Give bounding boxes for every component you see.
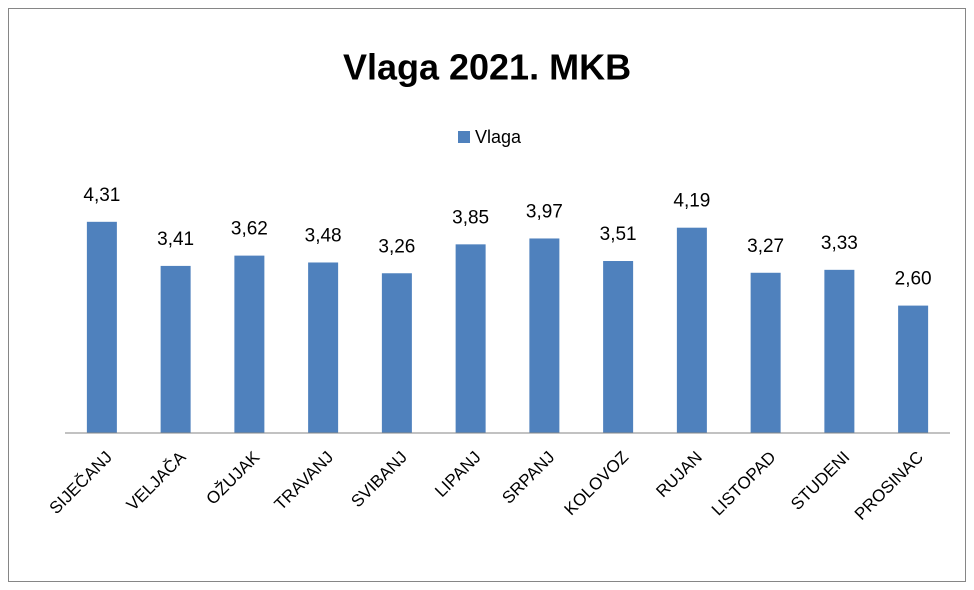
data-label: 2,60 bbox=[895, 269, 932, 290]
legend-label: Vlaga bbox=[475, 127, 522, 147]
chart-title: Vlaga 2021. MKB bbox=[343, 47, 631, 88]
data-label: 3,33 bbox=[821, 233, 858, 254]
data-label: 4,31 bbox=[83, 185, 120, 206]
data-label: 3,62 bbox=[231, 219, 268, 240]
bar bbox=[750, 272, 781, 433]
bar bbox=[234, 255, 265, 433]
data-label: 3,51 bbox=[600, 224, 637, 245]
bar bbox=[308, 262, 339, 433]
data-label: 4,19 bbox=[673, 191, 710, 212]
bar bbox=[603, 261, 634, 433]
data-label: 3,97 bbox=[526, 201, 563, 222]
bar bbox=[160, 265, 191, 433]
bar bbox=[824, 269, 855, 433]
data-label: 3,26 bbox=[378, 236, 415, 257]
bar bbox=[898, 305, 929, 433]
bar bbox=[381, 273, 412, 433]
bar bbox=[676, 227, 707, 433]
bar bbox=[86, 221, 117, 433]
legend-swatch bbox=[458, 131, 470, 143]
bar bbox=[529, 238, 560, 433]
data-label: 3,48 bbox=[305, 225, 342, 246]
data-label: 3,41 bbox=[157, 229, 194, 250]
data-label: 3,27 bbox=[747, 236, 784, 257]
data-label: 3,85 bbox=[452, 207, 489, 228]
bar bbox=[455, 244, 486, 433]
